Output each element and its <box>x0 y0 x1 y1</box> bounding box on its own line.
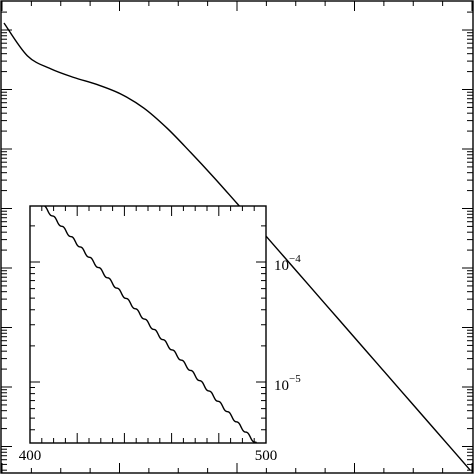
inset-y-tick-label-1e-5-exponent: −5 <box>289 373 301 385</box>
main-series-line <box>3 22 471 471</box>
inset-y-tick-label-1e-4-exponent: −4 <box>289 253 301 265</box>
inset-plot-background <box>30 206 266 443</box>
inset-x-tick-label-400: 400 <box>19 448 42 464</box>
inset-plot-axes: 400 500 10−4 10−5 <box>19 205 301 464</box>
inset-plot-ticks <box>29 206 267 443</box>
inset-y-tick-label-1e-4-base: 10 <box>274 258 289 274</box>
inset-y-tick-label-1e-5-base: 10 <box>274 378 289 394</box>
inset-x-tick-label-500: 500 <box>255 448 278 464</box>
inset-y-tick-label-1e-4: 10−4 <box>274 253 301 274</box>
inset-series-line <box>44 205 257 444</box>
inset-y-tick-label-1e-5: 10−5 <box>274 373 301 394</box>
